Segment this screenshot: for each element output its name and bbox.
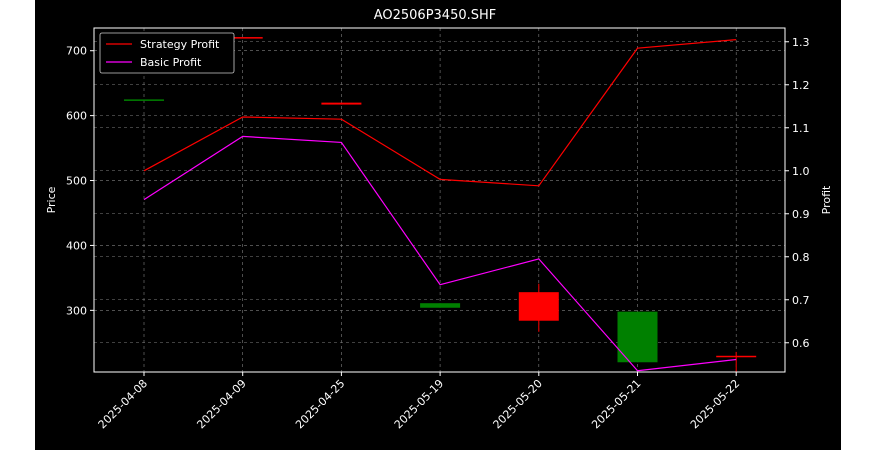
right-axis: 0.6 0.7 0.8 0.9 1.0 1.1 1.2 1.3 (785, 36, 810, 350)
y-tick-label-right: 0.9 (792, 208, 810, 221)
candle-body (222, 37, 263, 39)
y-tick-label-right: 1.1 (792, 122, 810, 135)
candle-body (124, 99, 164, 101)
grid-layer (94, 28, 785, 372)
legend-frame (99, 32, 235, 74)
x-axis: 2025-04-08 2025-04-09 2025-04-25 2025-05-19… (96, 372, 742, 431)
y-tick-label-left: 600 (66, 110, 87, 123)
candlestick-layer (124, 37, 757, 372)
x-tick-label: 2025-04-08 (96, 377, 150, 431)
y-tick-label-left: 700 (66, 45, 87, 58)
x-tick-label: 2025-04-09 (194, 377, 248, 431)
y-tick-label-right: 0.6 (792, 337, 810, 350)
x-tick-label: 2025-05-21 (589, 377, 643, 431)
candle-body (617, 311, 658, 363)
legend: Strategy Profit Basic Profit (99, 32, 235, 74)
candle-body (420, 303, 461, 308)
profit-lines-layer (143, 39, 737, 372)
x-tick-label: 2025-05-22 (688, 377, 742, 431)
y-tick-label-right: 0.7 (792, 294, 810, 307)
y-tick-label-left: 400 (66, 239, 87, 252)
legend-label: Strategy Profit (140, 38, 220, 51)
x-tick-label: 2025-05-19 (392, 377, 446, 431)
y-axis-label-right: Profit (820, 185, 833, 214)
x-tick-label: 2025-04-25 (293, 377, 347, 431)
y-tick-label-right: 1.3 (792, 36, 810, 49)
y-tick-label-left: 300 (66, 304, 87, 317)
y-tick-label-right: 0.8 (792, 251, 810, 264)
y-tick-label-right: 1.2 (792, 79, 810, 92)
x-tick-label: 2025-05-20 (491, 377, 545, 431)
y-tick-label-left: 500 (66, 175, 87, 188)
candle-body (321, 102, 362, 105)
plot-frame (93, 27, 786, 373)
chart-title: AO2506P3450.SHF (374, 8, 497, 23)
y-tick-label-right: 1.0 (792, 165, 810, 178)
y-axis-label-left: Price (45, 186, 58, 213)
legend-label: Basic Profit (140, 56, 202, 69)
series-line (143, 135, 737, 372)
left-axis: 300 400 500 600 700 (66, 45, 94, 317)
candle-body (518, 292, 559, 321)
series-line (143, 39, 737, 187)
candle-body (716, 355, 757, 358)
chart-figure: AO2506P3450.SHF 300 400 500 600 700 0.6 0.7 0.… (35, 0, 841, 450)
